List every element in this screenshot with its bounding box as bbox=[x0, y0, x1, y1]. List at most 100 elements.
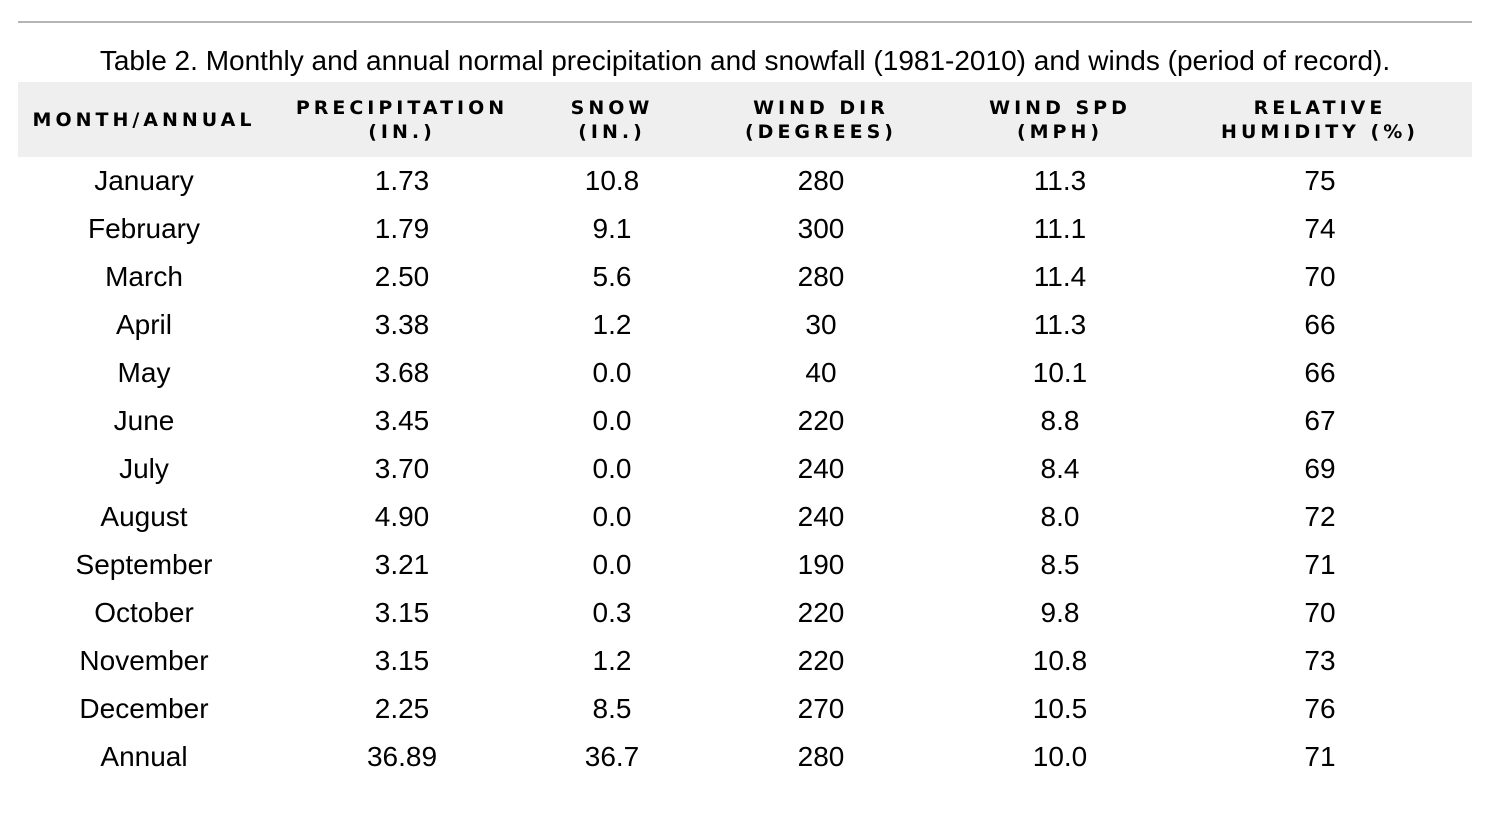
table-row: November 3.15 1.2 220 10.8 73 bbox=[18, 637, 1472, 685]
column-header-wind-dir: WIND DIR (DEGREES) bbox=[745, 96, 897, 143]
wind-spd-cell: 11.4 bbox=[1033, 261, 1087, 292]
precipitation-cell: 3.15 bbox=[374, 645, 430, 676]
wind-spd-cell: 10.0 bbox=[1032, 741, 1088, 772]
snow-cell: 0.0 bbox=[592, 453, 632, 484]
column-header-precipitation: PRECIPITATION (IN.) bbox=[295, 96, 509, 143]
wind-spd-cell: 10.1 bbox=[1032, 357, 1088, 388]
table-caption: Table 2. Monthly and annual normal preci… bbox=[99, 45, 1391, 76]
snow-cell: 0.0 bbox=[592, 549, 632, 580]
table-row: March 2.50 5.6 280 11.4 70 bbox=[18, 253, 1472, 301]
wind-dir-cell: 190 bbox=[797, 549, 845, 580]
column-header-month: MONTH/ANNUAL bbox=[32, 108, 256, 131]
snow-cell: 10.8 bbox=[584, 165, 640, 196]
month-cell: March bbox=[105, 261, 183, 292]
snow-cell: 1.2 bbox=[592, 645, 632, 676]
header-row: MONTH/ANNUAL PRECIPITATION (IN.) SNOW (I… bbox=[18, 82, 1472, 157]
wind-spd-cell: 11.3 bbox=[1033, 165, 1087, 196]
climate-table: MONTH/ANNUAL PRECIPITATION (IN.) SNOW (I… bbox=[18, 82, 1472, 781]
wind-dir-cell: 280 bbox=[797, 165, 845, 196]
humidity-cell: 70 bbox=[1304, 261, 1336, 292]
wind-dir-cell: 280 bbox=[797, 741, 845, 772]
snow-cell: 0.0 bbox=[592, 357, 632, 388]
month-cell: June bbox=[113, 405, 175, 436]
table-row: April 3.38 1.2 30 11.3 66 bbox=[18, 301, 1472, 349]
month-cell: December bbox=[79, 693, 209, 724]
table-header: MONTH/ANNUAL PRECIPITATION (IN.) SNOW (I… bbox=[18, 82, 1472, 157]
wind-spd-cell: 10.8 bbox=[1032, 645, 1088, 676]
table-row: May 3.68 0.0 40 10.1 66 bbox=[18, 349, 1472, 397]
wind-dir-cell: 270 bbox=[797, 693, 845, 724]
wind-dir-cell: 40 bbox=[805, 357, 837, 388]
table-row: July 3.70 0.0 240 8.4 69 bbox=[18, 445, 1472, 493]
snow-cell: 1.2 bbox=[592, 309, 632, 340]
precipitation-cell: 3.68 bbox=[374, 357, 430, 388]
humidity-cell: 71 bbox=[1304, 741, 1336, 772]
precipitation-cell: 2.50 bbox=[374, 261, 430, 292]
humidity-cell: 76 bbox=[1304, 693, 1336, 724]
wind-spd-cell: 11.3 bbox=[1033, 309, 1087, 340]
precipitation-cell: 4.90 bbox=[374, 501, 430, 532]
humidity-cell: 69 bbox=[1304, 453, 1336, 484]
snow-cell: 5.6 bbox=[592, 261, 632, 292]
wind-spd-cell: 11.1 bbox=[1033, 213, 1087, 244]
humidity-cell: 72 bbox=[1304, 501, 1336, 532]
month-cell: May bbox=[117, 357, 171, 388]
table-row: January 1.73 10.8 280 11.3 75 bbox=[18, 157, 1472, 205]
precipitation-cell: 3.70 bbox=[374, 453, 430, 484]
wind-spd-cell: 8.0 bbox=[1040, 501, 1080, 532]
month-cell: January bbox=[94, 165, 194, 196]
column-header-humidity: RELATIVE HUMIDITY (%) bbox=[1221, 96, 1419, 143]
snow-cell: 0.0 bbox=[592, 501, 632, 532]
wind-spd-cell: 8.4 bbox=[1040, 453, 1080, 484]
wind-dir-cell: 240 bbox=[797, 501, 845, 532]
snow-cell: 0.3 bbox=[592, 597, 632, 628]
humidity-cell: 74 bbox=[1304, 213, 1336, 244]
wind-dir-cell: 300 bbox=[797, 213, 845, 244]
wind-spd-cell: 8.5 bbox=[1040, 549, 1080, 580]
wind-dir-cell: 280 bbox=[797, 261, 845, 292]
precipitation-cell: 3.38 bbox=[374, 309, 430, 340]
column-header-snow: SNOW (IN.) bbox=[570, 96, 654, 143]
table-row: December 2.25 8.5 270 10.5 76 bbox=[18, 685, 1472, 733]
humidity-cell: 67 bbox=[1304, 405, 1336, 436]
humidity-cell: 71 bbox=[1304, 549, 1336, 580]
wind-dir-cell: 220 bbox=[797, 645, 845, 676]
snow-cell: 0.0 bbox=[592, 405, 632, 436]
table-row: August 4.90 0.0 240 8.0 72 bbox=[18, 493, 1472, 541]
wind-dir-cell: 240 bbox=[797, 453, 845, 484]
precipitation-cell: 36.89 bbox=[366, 741, 438, 772]
table-row: June 3.45 0.0 220 8.8 67 bbox=[18, 397, 1472, 445]
month-cell: November bbox=[79, 645, 209, 676]
humidity-cell: 66 bbox=[1304, 357, 1336, 388]
precipitation-cell: 3.21 bbox=[374, 549, 430, 580]
table-row: Annual 36.89 36.7 280 10.0 71 bbox=[18, 733, 1472, 781]
month-cell: September bbox=[75, 549, 213, 580]
wind-spd-cell: 8.8 bbox=[1040, 405, 1080, 436]
table-row: September 3.21 0.0 190 8.5 71 bbox=[18, 541, 1472, 589]
column-header-wind-spd: WIND SPD (MPH) bbox=[989, 96, 1131, 143]
precipitation-cell: 1.79 bbox=[374, 213, 430, 244]
wind-dir-cell: 30 bbox=[805, 309, 837, 340]
table-row: October 3.15 0.3 220 9.8 70 bbox=[18, 589, 1472, 637]
month-cell: October bbox=[94, 597, 194, 628]
wind-spd-cell: 9.8 bbox=[1040, 597, 1080, 628]
wind-spd-cell: 10.5 bbox=[1032, 693, 1088, 724]
precipitation-cell: 1.73 bbox=[374, 165, 430, 196]
table-body: January 1.73 10.8 280 11.3 75 February 1.79 9.1 3… bbox=[18, 157, 1472, 781]
month-cell: April bbox=[115, 309, 172, 340]
humidity-cell: 73 bbox=[1304, 645, 1336, 676]
snow-cell: 8.5 bbox=[592, 693, 632, 724]
humidity-cell: 70 bbox=[1304, 597, 1336, 628]
wind-dir-cell: 220 bbox=[797, 405, 845, 436]
humidity-cell: 75 bbox=[1304, 165, 1336, 196]
precipitation-cell: 2.25 bbox=[374, 693, 430, 724]
table-row: February 1.79 9.1 300 11.1 74 bbox=[18, 205, 1472, 253]
precipitation-cell: 3.15 bbox=[374, 597, 430, 628]
wind-dir-cell: 220 bbox=[797, 597, 845, 628]
snow-cell: 36.7 bbox=[584, 741, 640, 772]
top-divider bbox=[18, 21, 1472, 23]
humidity-cell: 66 bbox=[1304, 309, 1336, 340]
month-cell: July bbox=[119, 453, 169, 484]
month-cell: Annual bbox=[100, 741, 188, 772]
precipitation-cell: 3.45 bbox=[374, 405, 430, 436]
